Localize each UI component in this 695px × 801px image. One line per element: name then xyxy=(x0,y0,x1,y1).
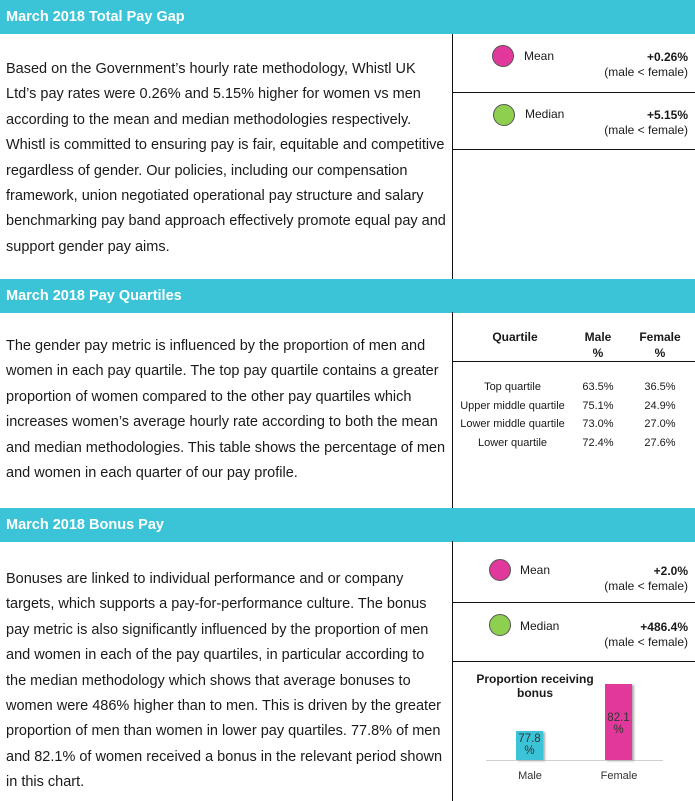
female-percent: 36.5% xyxy=(644,381,676,393)
divider xyxy=(452,312,453,508)
bar-female xyxy=(605,684,632,760)
mean-label: Mean xyxy=(524,49,555,63)
bonus-mean-label: Mean xyxy=(520,563,551,577)
median-value: +5.15% (male < female) xyxy=(604,108,688,137)
female-percent: 27.0% xyxy=(644,418,676,430)
mean-dot-icon xyxy=(489,559,511,581)
quartiles-text: The gender pay metric is influenced by t… xyxy=(6,338,446,482)
median-label: Median xyxy=(525,107,565,121)
divider xyxy=(452,361,695,362)
x-tick-label: Male xyxy=(518,770,542,782)
median-dot-icon xyxy=(489,614,511,636)
male-percent: 63.5% xyxy=(582,381,614,393)
divider xyxy=(452,149,695,150)
table-header-quartile: Quartile xyxy=(492,330,538,344)
data-label: 77.8 % xyxy=(518,732,541,757)
female-percent: 24.9% xyxy=(644,399,676,412)
mean-value: +0.26% (male < female) xyxy=(604,50,688,79)
chart-x-axis xyxy=(486,760,663,761)
x-tick-label: Female xyxy=(600,770,638,782)
female-percent: 27.6% xyxy=(644,436,676,449)
bonus-text: Bonuses are linked to individual perform… xyxy=(6,571,443,791)
male-percent: 72.4% xyxy=(582,436,614,449)
section-header-pay-gap: March 2018 Total Pay Gap xyxy=(0,0,695,34)
quartile-name: Top quartile xyxy=(484,381,541,393)
bar-male xyxy=(516,730,543,760)
mean-dot-icon xyxy=(492,45,514,67)
divider xyxy=(452,34,453,279)
bonus-median-value: +486.4% (male < female) xyxy=(604,620,688,649)
table-header-male: Male % xyxy=(584,330,612,360)
divider xyxy=(452,541,453,801)
data-label: 82.1 % xyxy=(607,712,630,736)
section-header-quartiles: March 2018 Pay Quartiles xyxy=(0,279,695,313)
divider xyxy=(452,602,695,603)
male-percent: 75.1% xyxy=(582,399,614,412)
chart-title: Proportion receiving bonus xyxy=(476,672,594,700)
quartile-name: Lower middle quartile xyxy=(460,418,565,430)
bonus-mean-value: +2.0% (male < female) xyxy=(604,564,688,593)
male-percent: 73.0% xyxy=(582,418,614,430)
pay-gap-text: Based on the Government’s hourly rate me… xyxy=(6,61,446,255)
median-dot-icon xyxy=(493,104,515,126)
divider xyxy=(452,661,695,662)
quartile-name: Upper middle quartile xyxy=(460,399,565,412)
bonus-median-label: Median xyxy=(520,619,560,633)
quartile-name: Lower quartile xyxy=(477,436,548,449)
section-header-bonus: March 2018 Bonus Pay xyxy=(0,508,695,542)
table-header-female: Female % xyxy=(639,330,681,360)
divider xyxy=(452,92,695,93)
